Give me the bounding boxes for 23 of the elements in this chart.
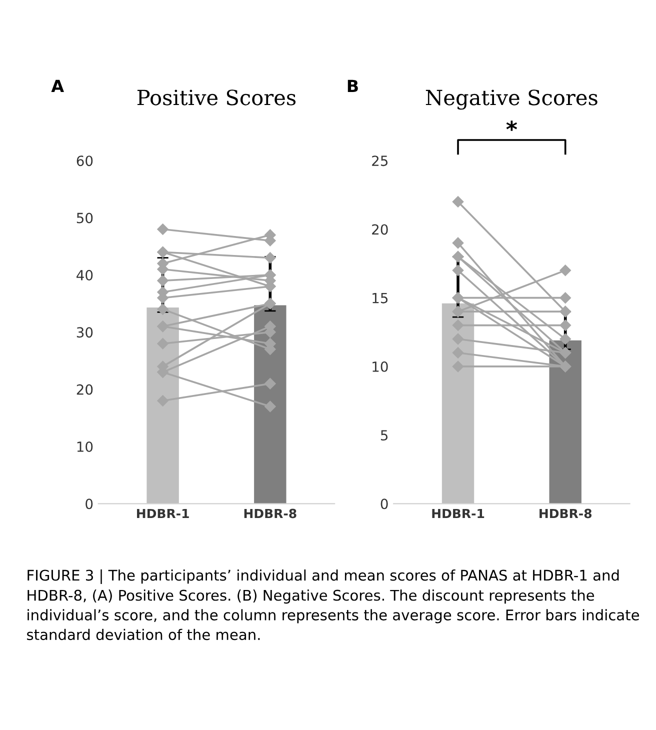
caption: FIGURE 3 | The participants’ individual and mean scores of PANAS at HDBR-1 and HDBR-8, (A) Positive Scores. (B) Negative Scores. The discount represents the individual’s score, and the column represents the average score. Error bars indicate standard deviation of the mean. <box>27 569 640 640</box>
x-tick-label: HDBR-8 <box>540 508 592 518</box>
x-tick-label: HDBR-8 <box>244 508 296 518</box>
x-tick-label: HDBR-1 <box>137 508 189 518</box>
y-tick-label: 40 <box>76 270 93 280</box>
text: * <box>506 120 518 131</box>
y-tick-label: 60 <box>76 156 93 166</box>
y-tick-label: 0 <box>86 498 93 510</box>
y-tick-label: 20 <box>76 384 93 395</box>
chart-title: Negative Scores <box>426 90 598 110</box>
y-tick-label: 10 <box>77 441 93 452</box>
y-tick-label: 5 <box>380 430 388 441</box>
y-tick-label: 10 <box>372 361 388 372</box>
y-tick-label: 15 <box>372 292 388 304</box>
y-tick-label: 20 <box>372 224 388 235</box>
chart-title: Positive Scores <box>137 90 296 106</box>
y-tick-label: 50 <box>76 212 93 224</box>
y-tick-label: 30 <box>76 327 93 338</box>
text: B <box>348 80 358 92</box>
text: A <box>51 80 64 92</box>
y-tick-label: 25 <box>372 156 388 166</box>
y-tick-label: 0 <box>380 498 388 510</box>
x-tick-label: HDBR-1 <box>432 508 484 518</box>
